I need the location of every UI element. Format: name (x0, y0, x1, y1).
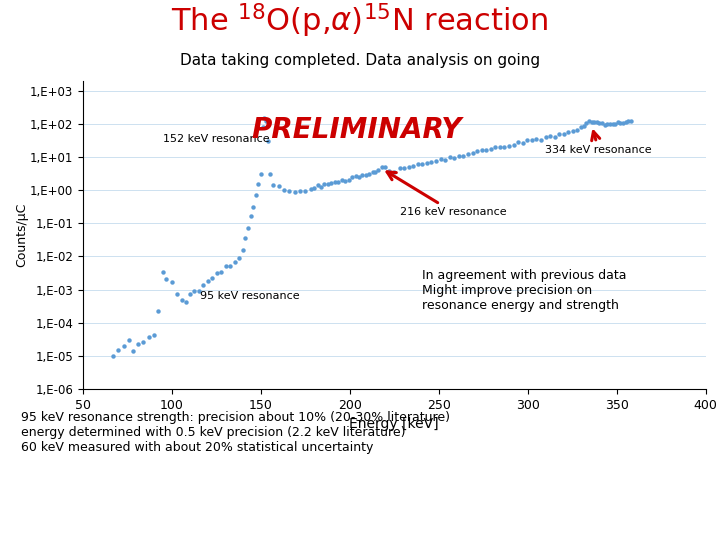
Text: 95 keV resonance: 95 keV resonance (200, 292, 300, 301)
Text: 334 keV resonance: 334 keV resonance (546, 132, 652, 156)
Text: The $^{18}$O(p,$\alpha$)$^{15}$N reaction: The $^{18}$O(p,$\alpha$)$^{15}$N reactio… (171, 2, 549, 40)
Y-axis label: Counts/µC: Counts/µC (15, 202, 28, 267)
Text: PRELIMINARY: PRELIMINARY (251, 116, 462, 144)
Text: 95 keV resonance strength: precision about 10% (20-30% literature)
energy determ: 95 keV resonance strength: precision abo… (22, 411, 450, 454)
Text: In agreement with previous data
Might improve precision on
resonance energy and : In agreement with previous data Might im… (422, 269, 626, 312)
Text: 216 keV resonance: 216 keV resonance (387, 172, 506, 217)
Text: 152 keV resonance: 152 keV resonance (163, 134, 269, 144)
Text: Data taking completed. Data analysis on going: Data taking completed. Data analysis on … (180, 53, 540, 68)
X-axis label: Energy [keV]: Energy [keV] (349, 417, 439, 431)
